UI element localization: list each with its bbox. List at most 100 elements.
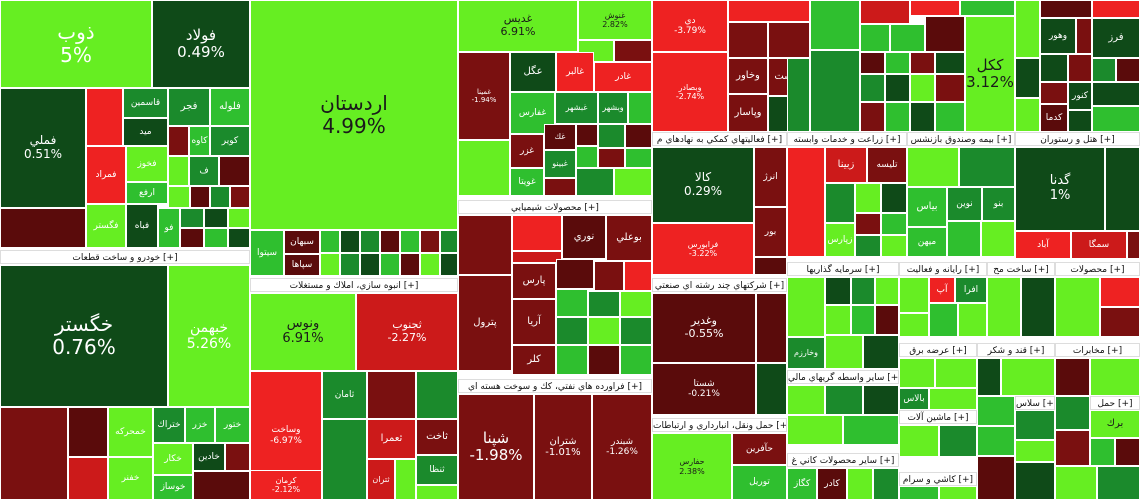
treemap-tile[interactable] (929, 388, 977, 410)
treemap-tile[interactable]: زبينا (825, 147, 867, 183)
treemap-tile[interactable] (1090, 438, 1115, 466)
sector-header-computer[interactable]: رايانه و فعاليت [+] (899, 262, 987, 276)
treemap-tile[interactable]: سيتوا (250, 230, 284, 276)
treemap-tile[interactable] (935, 74, 965, 102)
treemap-tile[interactable]: وهور (1040, 18, 1076, 54)
treemap-tile[interactable]: آپ (929, 277, 955, 303)
treemap-tile[interactable] (810, 0, 860, 50)
treemap-tile[interactable] (825, 385, 863, 415)
treemap-tile[interactable]: خفنر (108, 457, 153, 500)
sector-header-auto[interactable]: خودرو و ساخت قطعات [+] (0, 250, 250, 264)
treemap-tile[interactable] (360, 253, 380, 276)
treemap-tile[interactable]: گدنا 1% (1015, 147, 1105, 231)
treemap-tile[interactable] (825, 277, 851, 305)
treemap-tile[interactable] (825, 335, 863, 369)
treemap-tile[interactable] (1040, 0, 1092, 18)
treemap-tile[interactable] (1015, 410, 1055, 440)
treemap-tile[interactable]: ككل 3.12% (965, 16, 1015, 132)
treemap-tile[interactable] (855, 213, 881, 235)
treemap-tile[interactable]: حآفرين (732, 433, 787, 465)
treemap-tile[interactable]: بوعلي (606, 215, 652, 261)
treemap-tile[interactable] (320, 253, 340, 276)
treemap-tile[interactable] (825, 305, 851, 335)
treemap-tile[interactable]: ثعمرا (367, 419, 416, 459)
treemap-tile[interactable] (0, 407, 68, 500)
treemap-tile[interactable] (1115, 438, 1140, 466)
treemap-tile[interactable]: غبينو (544, 150, 576, 178)
sector-header-transport[interactable]: حمل ونقل، انبارداري و ارتباطات [+] (652, 418, 787, 432)
treemap-tile[interactable]: فمراد (86, 146, 126, 204)
treemap-tile[interactable] (180, 228, 204, 248)
treemap-tile[interactable]: كنور (1068, 82, 1092, 110)
treemap-tile[interactable] (228, 228, 250, 248)
sector-header-insurance[interactable]: بيمه وصندوق بازنشس [+] (907, 132, 1015, 146)
treemap-tile[interactable] (899, 425, 939, 457)
sector-header-chemical[interactable]: محصولات شيميايي [+] (458, 200, 652, 214)
treemap-tile[interactable] (620, 317, 652, 345)
treemap-tile[interactable] (885, 52, 910, 74)
treemap-tile[interactable]: فرز (1092, 18, 1140, 58)
treemap-tile[interactable] (843, 415, 899, 445)
treemap-tile[interactable] (863, 385, 899, 415)
treemap-tile[interactable]: آباد (1015, 231, 1071, 259)
treemap-tile[interactable] (367, 371, 416, 419)
treemap-tile[interactable] (556, 289, 588, 317)
treemap-tile[interactable]: ثامان (322, 371, 367, 419)
treemap-tile[interactable] (360, 230, 380, 253)
treemap-tile[interactable]: توريل (732, 465, 787, 500)
treemap-tile[interactable] (416, 371, 458, 419)
treemap-tile[interactable] (320, 230, 340, 253)
treemap-tile[interactable] (458, 140, 510, 196)
treemap-tile[interactable]: غك (544, 124, 576, 150)
treemap-tile[interactable] (910, 52, 935, 74)
treemap-tile[interactable] (860, 24, 890, 52)
treemap-tile[interactable]: شبندر -1.26% (592, 394, 652, 500)
treemap-tile[interactable] (1068, 110, 1092, 132)
treemap-tile[interactable]: ثاخت (416, 419, 458, 455)
treemap-tile[interactable] (847, 468, 873, 500)
sector-header-hotel[interactable]: هتل و رستوران [+] (1015, 132, 1140, 146)
treemap-tile[interactable] (0, 208, 86, 248)
treemap-tile[interactable] (576, 124, 598, 146)
treemap-tile[interactable] (588, 291, 620, 317)
treemap-tile[interactable] (875, 277, 899, 305)
treemap-tile[interactable] (899, 277, 929, 313)
treemap-tile[interactable] (458, 215, 512, 275)
treemap-tile[interactable] (620, 291, 652, 317)
treemap-tile[interactable]: غزر (510, 134, 544, 168)
treemap-tile[interactable] (885, 74, 910, 102)
treemap-tile[interactable] (1076, 18, 1092, 54)
treemap-tile[interactable] (180, 208, 204, 228)
treemap-tile[interactable] (1055, 430, 1090, 466)
treemap-tile[interactable] (1040, 82, 1068, 104)
treemap-tile[interactable] (787, 58, 810, 132)
treemap-tile[interactable] (598, 148, 625, 168)
treemap-tile[interactable] (625, 124, 652, 148)
treemap-tile[interactable] (395, 459, 416, 500)
treemap-tile[interactable]: كدما (1040, 104, 1068, 132)
treemap-tile[interactable] (1068, 54, 1092, 82)
treemap-tile[interactable] (787, 147, 825, 257)
treemap-tile[interactable]: وبصادر -2.74% (652, 52, 728, 132)
sector-header-sugar[interactable]: قند و شكر [+] (977, 343, 1055, 357)
treemap-tile[interactable] (168, 186, 190, 208)
treemap-tile[interactable]: فولاد 0.49% (152, 0, 250, 88)
treemap-tile[interactable]: فلوله (210, 88, 250, 126)
sector-header-products[interactable]: محصولات [+] (1055, 262, 1140, 276)
treemap-tile[interactable]: وخاور (728, 58, 768, 94)
sector-header-other-financial[interactable]: ساير واسطه گريهاي مالي [+] (787, 370, 899, 384)
treemap-tile[interactable] (977, 456, 1015, 500)
treemap-tile[interactable]: كاوه (189, 126, 210, 156)
treemap-tile[interactable] (1040, 54, 1068, 82)
sector-header-telecom[interactable]: مخابرات [+] (1055, 343, 1140, 357)
treemap-tile[interactable]: كوير (210, 126, 250, 156)
treemap-tile[interactable]: ثتران (367, 459, 395, 500)
treemap-tile[interactable] (400, 230, 420, 253)
treemap-tile[interactable]: ثجنوب -2.27% (356, 293, 458, 371)
treemap-tile[interactable] (756, 363, 787, 415)
treemap-tile[interactable] (1055, 358, 1090, 396)
treemap-tile[interactable] (440, 230, 458, 253)
treemap-tile[interactable] (728, 0, 810, 22)
sector-header-misc-2[interactable]: سلاس [+] (1015, 396, 1055, 410)
treemap-tile[interactable] (86, 88, 123, 146)
